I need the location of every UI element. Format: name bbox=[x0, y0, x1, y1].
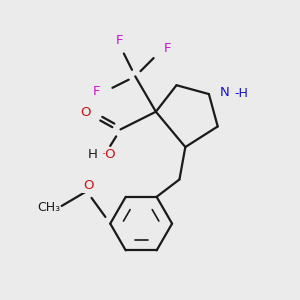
Text: F: F bbox=[115, 34, 123, 47]
Text: O: O bbox=[81, 106, 91, 119]
Text: CH₃: CH₃ bbox=[37, 201, 60, 214]
Text: F: F bbox=[93, 85, 101, 98]
Text: N: N bbox=[220, 86, 230, 99]
Text: ·O: ·O bbox=[101, 148, 116, 161]
Text: H: H bbox=[88, 148, 98, 161]
Text: -H: -H bbox=[235, 87, 248, 100]
Text: O: O bbox=[83, 179, 93, 192]
Text: F: F bbox=[163, 42, 171, 55]
